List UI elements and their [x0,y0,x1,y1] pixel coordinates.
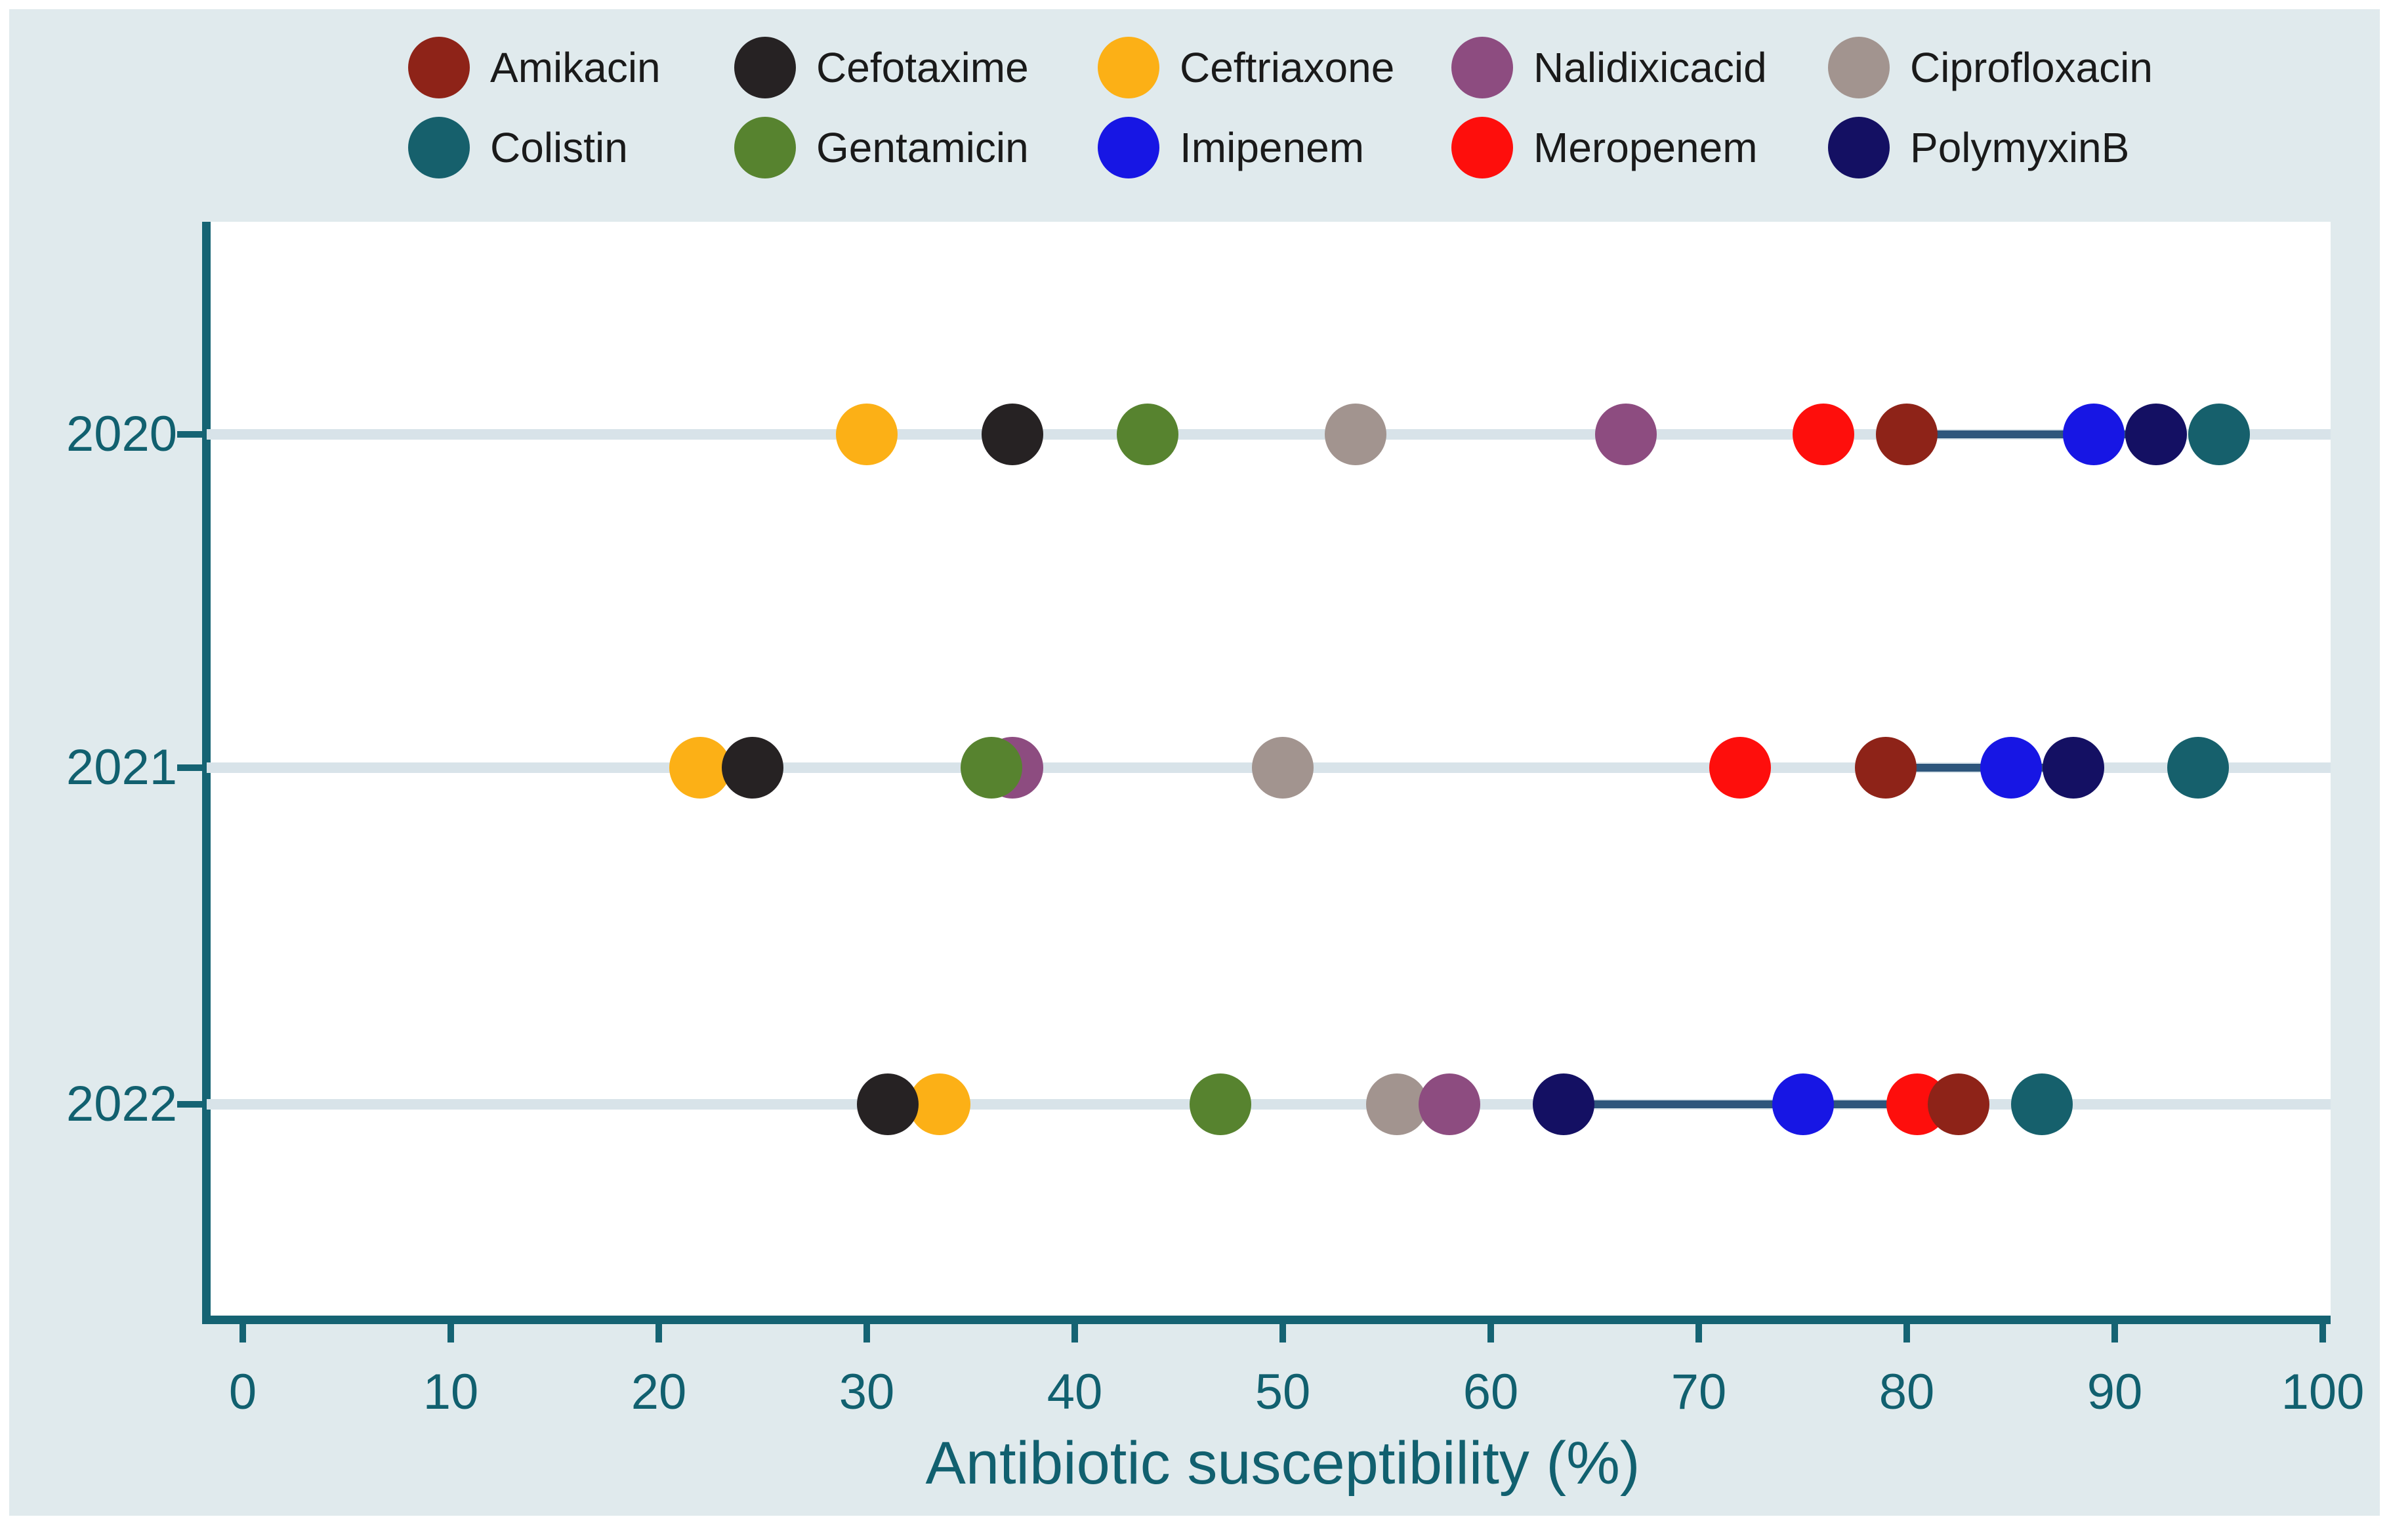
dot-Amikacin-2020 [1876,404,1938,465]
x-tick [2111,1320,2118,1342]
legend-swatch-Nalidixicacid [1451,37,1513,98]
y-tick-label-2022: 2022 [66,1076,177,1132]
dot-PolymyxinB-2020 [2125,404,2188,465]
legend-label-Ciprofloxacin: Ciprofloxacin [1910,44,2153,91]
x-tick [1071,1320,1078,1342]
legend-label-Gentamicin: Gentamicin [816,124,1029,171]
dot-Colistin-2020 [2188,404,2250,465]
dot-Gentamicin-2020 [1116,404,1178,465]
x-tick-label: 50 [1255,1364,1311,1420]
legend-label-Meropenem: Meropenem [1533,124,1758,171]
legend-swatch-Ciprofloxacin [1828,37,1890,98]
x-tick [239,1320,246,1342]
x-tick [2319,1320,2326,1342]
dot-PolymyxinB-2022 [1532,1073,1594,1135]
legend-swatch-Colistin [408,117,470,178]
dot-Ciprofloxacin-2022 [1366,1073,1428,1135]
x-tick-label: 70 [1671,1364,1727,1420]
dot-Cefotaxime-2021 [721,737,783,799]
dot-Gentamicin-2021 [961,737,1023,799]
legend-label-Colistin: Colistin [490,124,628,171]
legend-swatch-Amikacin [408,37,470,98]
legend-swatch-PolymyxinB [1828,117,1890,178]
y-tick-label-2021: 2021 [66,739,177,795]
dot-Ciprofloxacin-2020 [1324,404,1386,465]
dot-Meropenem-2020 [1793,404,1855,465]
dot-Ceftriaxone-2022 [908,1073,970,1135]
dot-Amikacin-2022 [1928,1073,1990,1135]
y-tick [177,1101,207,1108]
legend-swatch-Cefotaxime [734,37,796,98]
legend-swatch-Meropenem [1451,117,1513,178]
y-tick [177,431,207,438]
x-tick-label: 80 [1879,1364,1935,1420]
legend-swatch-Imipenem [1098,117,1159,178]
dot-Ceftriaxone-2021 [669,737,732,799]
x-tick [655,1320,662,1342]
x-tick-label: 10 [423,1364,479,1420]
dot-Imipenem-2021 [1980,737,2042,799]
legend-label-Amikacin: Amikacin [490,44,661,91]
dot-Ceftriaxone-2020 [836,404,898,465]
dot-Colistin-2022 [2011,1073,2073,1135]
x-tick-label: 100 [2281,1364,2365,1420]
connector-line-2022 [1563,1100,1959,1108]
x-tick [1279,1320,1286,1342]
legend-label-Ceftriaxone: Ceftriaxone [1180,44,1395,91]
dot-Imipenem-2022 [1772,1073,1834,1135]
dot-Ciprofloxacin-2021 [1252,737,1314,799]
x-tick-label: 90 [2087,1364,2143,1420]
x-tick [1695,1320,1702,1342]
legend-label-Imipenem: Imipenem [1180,124,1364,171]
dot-Cefotaxime-2020 [981,404,1043,465]
x-tick [1487,1320,1494,1342]
dot-Nalidixicacid-2020 [1595,404,1657,465]
x-axis-title: Antibiotic susceptibility (%) [925,1430,1640,1497]
x-tick-label: 40 [1047,1364,1103,1420]
x-tick-label: 30 [839,1364,895,1420]
x-tick [863,1320,870,1342]
legend-label-Nalidixicacid: Nalidixicacid [1533,44,1767,91]
x-tick [447,1320,454,1342]
dot-Meropenem-2021 [1709,737,1772,799]
legend-label-Cefotaxime: Cefotaxime [816,44,1029,91]
x-tick-label: 60 [1463,1364,1519,1420]
x-tick-label: 20 [631,1364,687,1420]
dot-Gentamicin-2022 [1189,1073,1251,1135]
dot-Cefotaxime-2022 [856,1073,919,1135]
y-tick [177,764,207,771]
legend-swatch-Gentamicin [734,117,796,178]
x-tick [1903,1320,1910,1342]
dot-Colistin-2021 [2167,737,2229,799]
dot-Amikacin-2021 [1855,737,1917,799]
x-axis-line [202,1316,2331,1324]
x-tick-label: 0 [228,1364,257,1420]
dot-Imipenem-2020 [2063,404,2125,465]
y-axis-line [202,222,211,1320]
legend-label-PolymyxinB: PolymyxinB [1910,124,2130,171]
dot-Nalidixicacid-2022 [1418,1073,1480,1135]
legend-swatch-Ceftriaxone [1098,37,1159,98]
dot-PolymyxinB-2021 [2042,737,2104,799]
y-tick-label-2020: 2020 [66,406,177,462]
